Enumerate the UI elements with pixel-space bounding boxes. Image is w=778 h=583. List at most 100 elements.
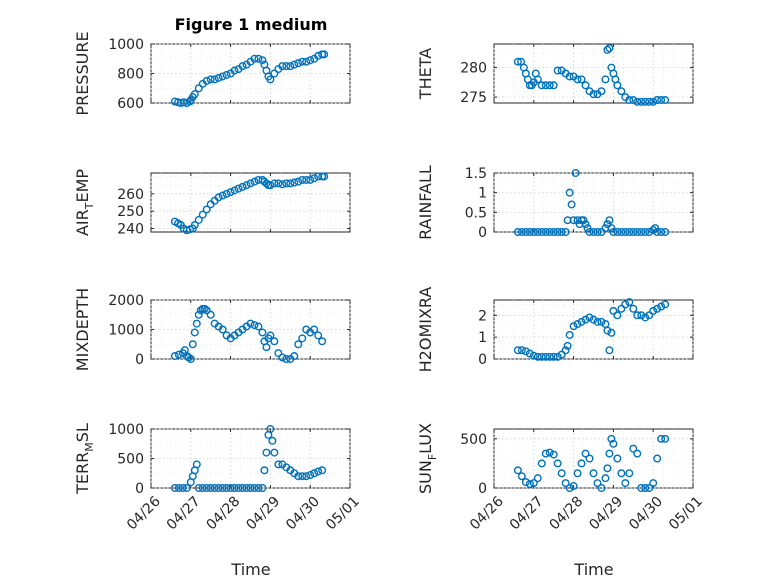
y-axis-label-tail: EMP (73, 169, 92, 203)
data-point (246, 179, 255, 188)
data-point (571, 168, 580, 177)
data-point (553, 227, 562, 236)
subplot-pressure: 600 800 1000 PRESSURE (73, 31, 351, 116)
data-point (657, 302, 666, 311)
data-point (549, 352, 558, 361)
y-axis-label-main: MIXDEPTH (73, 288, 92, 371)
data-point (569, 322, 578, 331)
data-point (254, 322, 263, 331)
data-point (617, 87, 626, 96)
data-point (549, 450, 558, 459)
y-tick-label: 250 (117, 204, 144, 220)
data-point (202, 76, 211, 85)
data-point (533, 352, 542, 361)
y-tick-label: 2 (478, 308, 487, 324)
data-point (266, 425, 275, 434)
data-point (194, 310, 203, 319)
data-point (533, 75, 542, 84)
data-point (266, 75, 275, 84)
data-point (605, 346, 614, 355)
data-point (585, 227, 594, 236)
data-point (210, 75, 219, 84)
plot-area (493, 43, 694, 104)
data-point (653, 96, 662, 105)
data-point (589, 315, 598, 324)
data-point (605, 44, 614, 53)
data-point (318, 466, 327, 475)
data-point (170, 484, 179, 493)
data-point (597, 317, 606, 326)
data-point (206, 75, 215, 84)
data-point (202, 484, 211, 493)
data-point (609, 439, 618, 448)
data-point (270, 448, 279, 457)
subplot-terr: 04/26 04/27 04/28 04/29 04/30 05/01 0 500 1000 TE… (73, 422, 363, 533)
data-point (513, 466, 522, 475)
data-point (641, 484, 650, 493)
data-point (617, 469, 626, 478)
x-tick-label: 05/01 (323, 494, 363, 534)
y-axis-label-main: THETA (416, 48, 435, 100)
data-point (218, 72, 227, 81)
data-point (238, 182, 247, 191)
data-point (258, 484, 267, 493)
x-tick-label: 04/27 (507, 494, 547, 534)
data-point (597, 87, 606, 96)
x-axis-label-right: Time (573, 560, 613, 579)
data-point (573, 75, 582, 84)
data-point (192, 460, 201, 469)
data-point (513, 57, 522, 66)
data-point (569, 482, 578, 491)
data-point (625, 96, 634, 105)
data-point (214, 484, 223, 493)
data-point (521, 347, 530, 356)
y-axis-label-main: PRESSURE (73, 31, 92, 115)
y-axis-label: RAINFALL (416, 165, 435, 240)
data-point (549, 227, 558, 236)
data-point (234, 484, 243, 493)
x-tick-label: 05/01 (666, 494, 706, 534)
data-point (525, 349, 534, 358)
y-axis-label-main: SUN (416, 460, 435, 494)
data-point (621, 479, 630, 488)
data-point (581, 220, 590, 229)
data-point (645, 227, 654, 236)
data-point (581, 449, 590, 458)
data-point (194, 215, 203, 224)
data-point (290, 60, 299, 69)
data-point (617, 227, 626, 236)
data-point (609, 227, 618, 236)
y-axis-label-subscript: T (83, 202, 96, 210)
data-point (210, 484, 219, 493)
data-point (282, 62, 291, 71)
data-point (250, 484, 259, 493)
data-point (278, 353, 287, 362)
y-tick-label: 1000 (108, 422, 144, 438)
data-point (561, 227, 570, 236)
data-point (310, 174, 319, 183)
data-point (254, 54, 263, 63)
y-axis-label-subscript: M (83, 442, 96, 452)
data-point (262, 343, 271, 352)
data-point (649, 97, 658, 106)
data-point (230, 484, 239, 493)
data-point (629, 444, 638, 453)
data-point (541, 352, 550, 361)
data-point (641, 313, 650, 322)
data-point (637, 97, 646, 106)
data-point (621, 300, 630, 309)
data-point (661, 96, 670, 105)
x-tick-label: 04/28 (204, 494, 244, 534)
data-point (657, 227, 666, 236)
data-point (589, 90, 598, 99)
data-point (565, 188, 574, 197)
data-point (629, 96, 638, 105)
data-point (290, 178, 299, 187)
data-point (218, 484, 227, 493)
y-axis-label: TERRMSL (73, 423, 96, 495)
subplot-h2omixra: 0 1 2 H2OMIXRA (416, 287, 694, 372)
data-point (661, 227, 670, 236)
y-axis-label: SUNFLUX (416, 423, 439, 494)
